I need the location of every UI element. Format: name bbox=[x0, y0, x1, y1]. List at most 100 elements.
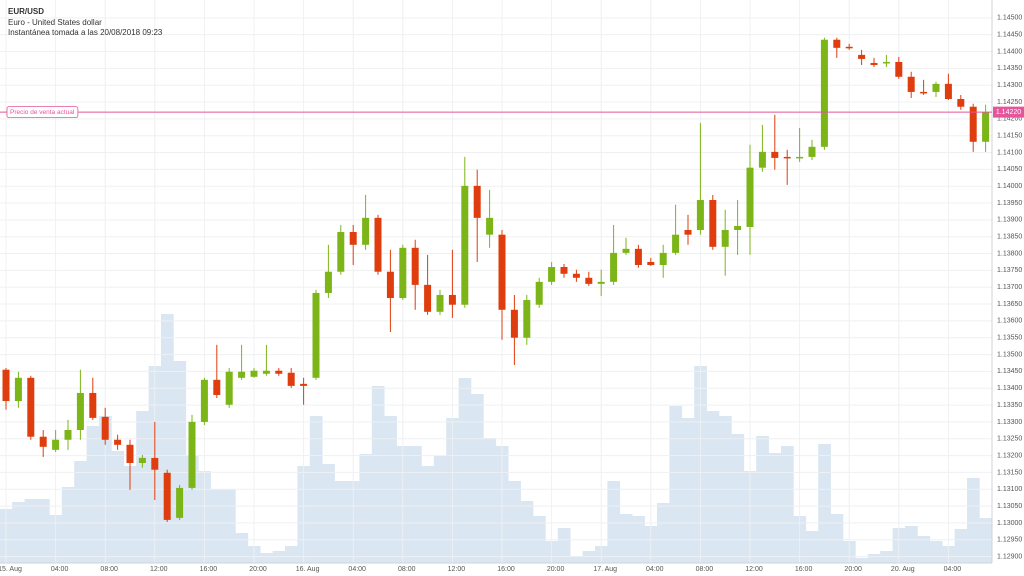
candle-body bbox=[734, 225, 742, 230]
candle-body bbox=[932, 83, 940, 92]
volume-bar bbox=[210, 489, 224, 563]
candle-body bbox=[684, 229, 692, 235]
candle-body bbox=[548, 267, 556, 282]
volume-bar bbox=[173, 361, 187, 563]
y-tick-label: 1.14000 bbox=[997, 183, 1022, 190]
x-tick-label: 16:00 bbox=[497, 566, 515, 573]
y-tick-label: 1.14200 bbox=[997, 116, 1022, 123]
volume-bar bbox=[111, 451, 125, 563]
candle-body bbox=[585, 277, 593, 284]
candle-body bbox=[882, 61, 890, 64]
y-tick-label: 1.14100 bbox=[997, 149, 1022, 156]
y-tick-label: 1.13950 bbox=[997, 200, 1022, 207]
y-tick-label: 1.14500 bbox=[997, 15, 1022, 22]
volume-bar bbox=[223, 489, 236, 563]
candle-body bbox=[2, 369, 10, 402]
x-tick-label: 17. Aug bbox=[593, 566, 617, 573]
x-tick-label: 08:00 bbox=[100, 566, 118, 573]
candle-body bbox=[337, 232, 345, 272]
candle-body bbox=[672, 234, 680, 253]
x-tick-label: 15. Aug bbox=[0, 566, 22, 573]
candle-body bbox=[126, 444, 134, 463]
volume-bar bbox=[855, 558, 869, 563]
candle-layer bbox=[2, 37, 990, 522]
candle-body bbox=[498, 234, 506, 310]
candle-body bbox=[796, 156, 804, 159]
y-tick-label: 1.13100 bbox=[997, 486, 1022, 493]
volume-bar bbox=[285, 546, 298, 563]
candle-body bbox=[362, 217, 370, 245]
x-tick-label: 16:00 bbox=[795, 566, 813, 573]
chart-subtitle: Euro - United States dollar bbox=[8, 18, 102, 27]
candle-body bbox=[386, 271, 394, 298]
candle-body bbox=[448, 294, 456, 305]
y-tick-label: 1.13200 bbox=[997, 452, 1022, 459]
y-tick-label: 1.14300 bbox=[997, 82, 1022, 89]
y-tick-label: 1.13250 bbox=[997, 436, 1022, 443]
volume-bar bbox=[570, 556, 583, 563]
current-price-tag bbox=[993, 106, 1024, 118]
candle-body bbox=[200, 379, 208, 422]
candle-body bbox=[610, 252, 618, 282]
volume-bar bbox=[235, 533, 249, 563]
candle-body bbox=[969, 106, 977, 142]
candle-body bbox=[14, 377, 22, 402]
candle-body bbox=[287, 372, 295, 386]
candle-body bbox=[250, 370, 258, 377]
volume-bar bbox=[86, 426, 100, 563]
volume-bar bbox=[136, 411, 149, 563]
y-tick-label: 1.13500 bbox=[997, 351, 1022, 358]
candle-body bbox=[858, 54, 866, 59]
candle-body bbox=[238, 371, 246, 378]
y-tick-label: 1.14400 bbox=[997, 48, 1022, 55]
volume-bar bbox=[954, 529, 968, 563]
y-tick-label: 1.13400 bbox=[997, 385, 1022, 392]
candle-body bbox=[424, 284, 432, 312]
volume-bar bbox=[781, 446, 794, 563]
candle-body bbox=[944, 83, 952, 99]
y-tick-label: 1.13650 bbox=[997, 301, 1022, 308]
candle-body bbox=[659, 252, 667, 266]
x-tick-label: 04:00 bbox=[944, 566, 962, 573]
y-tick-label: 1.13750 bbox=[997, 267, 1022, 274]
candle-body bbox=[473, 185, 481, 218]
volume-bar bbox=[260, 553, 273, 563]
x-tick-label: 04:00 bbox=[646, 566, 664, 573]
candle-body bbox=[27, 377, 35, 437]
candle-body bbox=[771, 151, 779, 158]
volume-bar bbox=[657, 503, 670, 563]
candle-body bbox=[572, 273, 580, 278]
candle-body bbox=[436, 294, 444, 312]
y-tick-label: 1.12950 bbox=[997, 537, 1022, 544]
candle-body bbox=[746, 167, 754, 227]
grid-layer bbox=[0, 0, 992, 563]
volume-bar bbox=[619, 514, 633, 563]
x-tick-label: 12:00 bbox=[745, 566, 763, 573]
candle-body bbox=[188, 421, 196, 488]
candle-body bbox=[696, 200, 704, 230]
x-tick-label: 20. Aug bbox=[891, 566, 915, 573]
volume-bar bbox=[61, 487, 75, 563]
candle-body bbox=[39, 436, 47, 447]
snapshot-note: Instantánea tomada a las 20/08/2018 09:2… bbox=[8, 28, 163, 37]
volume-bar bbox=[471, 394, 484, 563]
candle-body bbox=[89, 392, 97, 418]
y-tick-label: 1.13000 bbox=[997, 520, 1022, 527]
volume-bar bbox=[322, 464, 335, 563]
volume-bar bbox=[359, 454, 373, 563]
volume-bar bbox=[37, 499, 50, 563]
candle-body bbox=[138, 457, 146, 463]
y-tick-label: 1.13450 bbox=[997, 368, 1022, 375]
y-tick-label: 1.13300 bbox=[997, 419, 1022, 426]
volume-bar bbox=[830, 514, 844, 563]
candle-body bbox=[461, 185, 469, 305]
candle-body bbox=[783, 156, 791, 159]
volume-bar bbox=[371, 386, 385, 563]
chart-title: EUR/USD bbox=[8, 7, 44, 16]
candle-body bbox=[151, 457, 159, 470]
candle-body bbox=[300, 383, 308, 386]
volume-bar bbox=[607, 481, 621, 563]
candle-body bbox=[721, 229, 729, 247]
volume-bar bbox=[768, 453, 782, 563]
candle-body bbox=[349, 232, 357, 245]
